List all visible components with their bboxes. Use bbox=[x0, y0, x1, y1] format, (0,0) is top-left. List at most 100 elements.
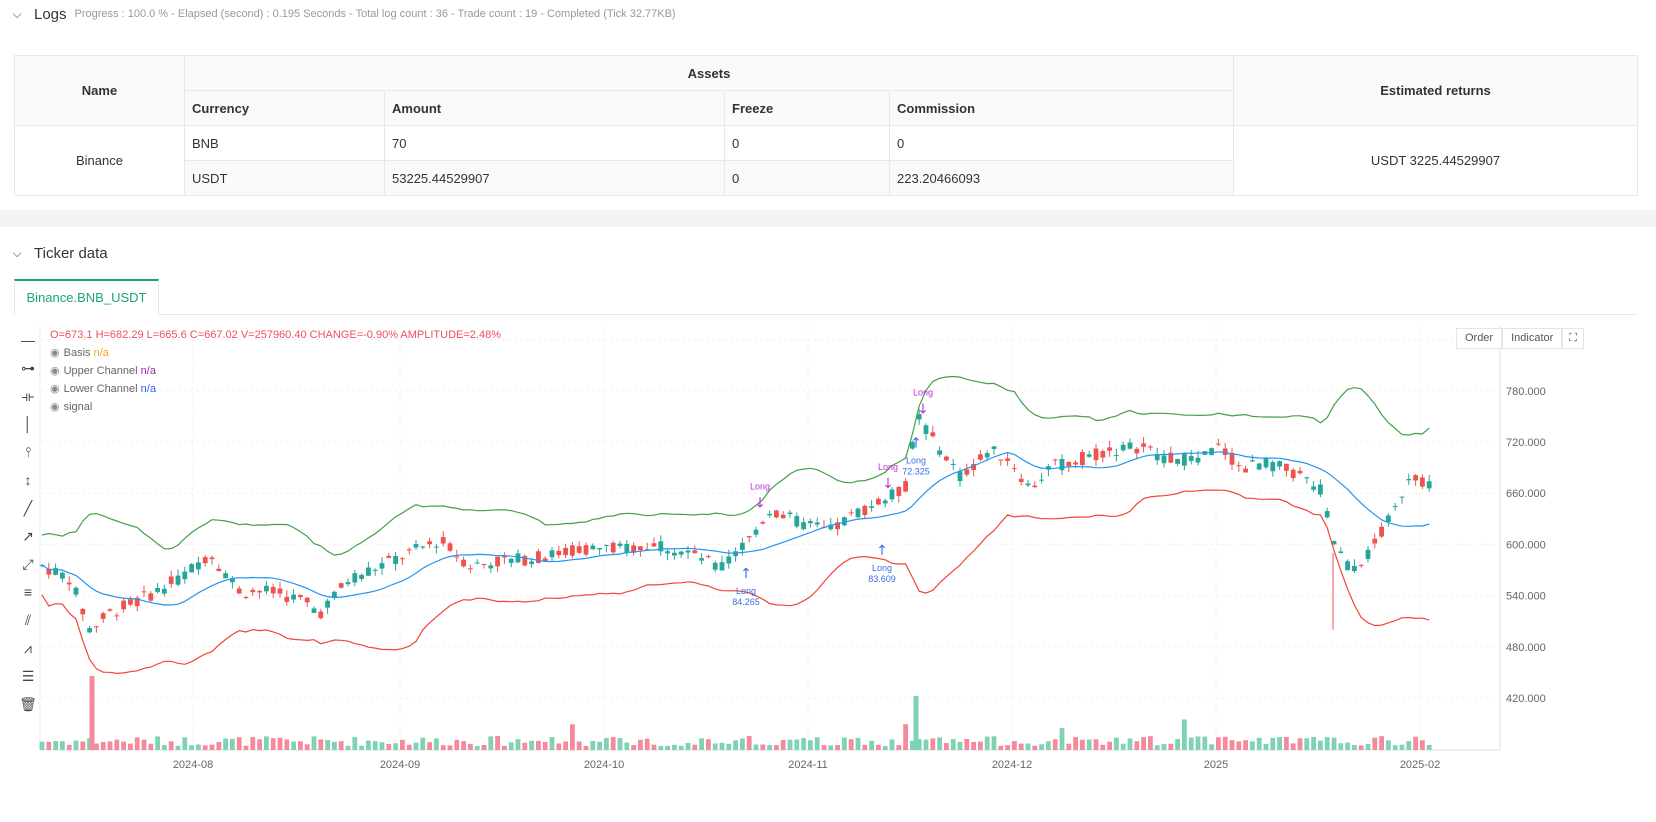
volume-bar bbox=[617, 738, 623, 750]
eye-icon[interactable]: ◉ bbox=[50, 383, 60, 395]
candle-body bbox=[794, 516, 800, 527]
candle-body bbox=[1284, 463, 1289, 471]
candle-body bbox=[1052, 459, 1058, 461]
volume-bar bbox=[678, 745, 684, 750]
candle-body bbox=[536, 551, 541, 563]
candle-body bbox=[774, 510, 779, 518]
volume-bar bbox=[692, 744, 698, 750]
header-assets: Assets bbox=[184, 55, 1234, 91]
volume-bar bbox=[250, 736, 256, 750]
entry-arrow-icon: ↑ bbox=[876, 543, 888, 559]
candle-body bbox=[1093, 448, 1099, 461]
ray-line-icon[interactable]: ↗ bbox=[22, 527, 34, 544]
candle-body bbox=[168, 576, 174, 584]
chart-area[interactable]: 840.000780.000720.000660.000600.000540.0… bbox=[0, 326, 1656, 822]
volume-bar bbox=[413, 742, 419, 750]
extended-line-icon[interactable]: ⤢ bbox=[22, 555, 34, 572]
indicator-button[interactable]: Indicator bbox=[1502, 328, 1563, 349]
volume-bar bbox=[1141, 737, 1146, 750]
candle-body bbox=[549, 550, 555, 558]
volume-bar bbox=[270, 738, 276, 750]
eye-icon[interactable]: ◉ bbox=[50, 347, 60, 359]
parallel-channel-icon[interactable]: ⫽ bbox=[24, 611, 32, 628]
candle-body bbox=[672, 552, 677, 556]
horizontal-ray-icon[interactable]: ⊶ bbox=[21, 359, 35, 376]
header-currency: Currency bbox=[184, 90, 385, 126]
volume-bar bbox=[767, 744, 772, 750]
trash-icon[interactable]: 🗑 bbox=[19, 695, 37, 712]
order-button[interactable]: Order bbox=[1455, 328, 1503, 349]
trend-line-icon[interactable]: ╱ bbox=[23, 499, 33, 516]
candle-body bbox=[352, 573, 358, 583]
eye-icon[interactable]: ◉ bbox=[50, 365, 60, 377]
candle-body bbox=[434, 546, 439, 548]
cell-amount: 70 bbox=[384, 125, 725, 161]
vertical-ray-icon[interactable]: ↕ bbox=[24, 472, 32, 488]
volume-bar bbox=[944, 743, 949, 750]
chart-legend: O=673.1 H=682.29 L=665.6 C=667.02 V=2579… bbox=[50, 326, 501, 416]
eye-icon[interactable]: ◉ bbox=[50, 401, 60, 413]
legend-item-basis[interactable]: ◉ Basis n/a bbox=[50, 344, 501, 362]
volume-bar bbox=[1250, 741, 1255, 750]
legend-item-upper-channel[interactable]: ◉ Upper Channel n/a bbox=[50, 362, 501, 380]
candle-body bbox=[617, 543, 623, 547]
candle-body bbox=[250, 589, 256, 593]
trade-label: Long bbox=[906, 456, 926, 466]
volume-bar bbox=[53, 741, 58, 750]
volume-bar bbox=[876, 744, 881, 750]
candle-body bbox=[298, 594, 303, 598]
candle-body bbox=[406, 549, 412, 551]
volume-bar bbox=[1311, 736, 1316, 750]
candle-body bbox=[726, 556, 732, 564]
trade-price-label: 83.609 bbox=[868, 574, 896, 584]
vertical-segment-icon[interactable]: ⫯ bbox=[24, 443, 32, 460]
fullscreen-icon[interactable]: ⛶ bbox=[1562, 328, 1584, 349]
fib-channel-icon[interactable]: ⩘ bbox=[24, 639, 32, 656]
candle-body bbox=[46, 568, 52, 575]
candle-body bbox=[631, 545, 636, 553]
volume-bar bbox=[638, 739, 643, 750]
volume-bar bbox=[318, 739, 324, 750]
ticker-header[interactable]: ⌵ Ticker data bbox=[0, 239, 107, 267]
price-line-icon[interactable]: ≡ bbox=[23, 584, 33, 600]
price-chart[interactable]: 840.000780.000720.000660.000600.000540.0… bbox=[0, 326, 1656, 822]
volume-bar bbox=[1086, 739, 1092, 750]
volume-bar bbox=[325, 740, 330, 750]
candle-body bbox=[651, 543, 657, 547]
chevron-down-icon[interactable]: ⌵ bbox=[12, 6, 22, 21]
candle-body bbox=[916, 414, 922, 420]
volume-bar bbox=[726, 743, 732, 750]
candle-body bbox=[427, 541, 432, 545]
candle-body bbox=[1216, 443, 1221, 445]
candle-body bbox=[338, 583, 344, 588]
volume-bar bbox=[774, 745, 779, 750]
volume-bar bbox=[1012, 741, 1017, 750]
candle-body bbox=[746, 536, 752, 538]
candle-body bbox=[1270, 462, 1276, 472]
candle-body bbox=[998, 459, 1004, 461]
candle-body bbox=[1372, 538, 1378, 544]
horizontal-line-icon[interactable]: — bbox=[21, 332, 35, 348]
candle-body bbox=[828, 524, 834, 530]
legend-item-signal[interactable]: ◉ signal bbox=[50, 398, 501, 416]
volume-bar bbox=[706, 739, 711, 750]
logs-header[interactable]: ⌵ Logs Progress : 100.0 % - Elapsed (sec… bbox=[0, 0, 675, 28]
vertical-line-icon[interactable]: │ bbox=[23, 416, 33, 432]
volume-bar bbox=[787, 739, 793, 750]
candle-body bbox=[134, 597, 140, 607]
candle-body bbox=[209, 557, 215, 560]
volume-bar bbox=[658, 745, 664, 750]
segment-icon[interactable]: ⟛ bbox=[21, 387, 35, 404]
tab-binance-bnb-usdt[interactable]: Binance.BNB_USDT bbox=[14, 279, 159, 315]
volume-bar bbox=[1018, 743, 1024, 750]
candle-body bbox=[1345, 561, 1350, 571]
candle-body bbox=[1182, 453, 1187, 466]
fibonacci-icon[interactable]: ☰ bbox=[21, 667, 35, 684]
entry-arrow-icon: ↑ bbox=[910, 436, 922, 452]
volume-bar bbox=[332, 741, 337, 750]
volume-bar bbox=[780, 739, 786, 750]
candle-body bbox=[638, 546, 643, 551]
legend-item-lower-channel[interactable]: ◉ Lower Channel n/a bbox=[50, 380, 501, 398]
candle-body bbox=[318, 611, 324, 619]
chevron-down-icon[interactable]: ⌵ bbox=[12, 245, 22, 260]
